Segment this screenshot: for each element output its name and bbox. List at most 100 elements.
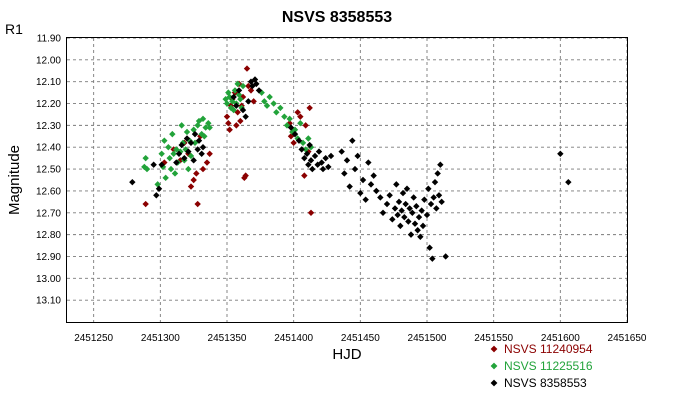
data-point <box>195 137 203 144</box>
data-point <box>201 133 208 140</box>
data-point <box>419 222 427 230</box>
data-point <box>327 152 335 160</box>
data-point <box>354 152 361 160</box>
data-point <box>185 148 192 155</box>
x-tick-label: 2451400 <box>274 333 313 344</box>
data-point <box>178 141 185 149</box>
data-point <box>155 185 163 192</box>
y-tick-labels: 11.90 12.00 12.10 12.20 12.30 12.40 12.50 12.60… <box>36 34 61 307</box>
data-point <box>319 165 327 173</box>
data-point <box>158 161 165 168</box>
data-point <box>150 161 157 168</box>
data-point <box>383 200 391 208</box>
y-tick-label: 12.40 <box>36 143 61 154</box>
data-point <box>357 189 364 197</box>
data-point <box>405 218 412 225</box>
data-point <box>199 115 207 123</box>
data-point <box>389 216 396 223</box>
data-point <box>343 157 351 164</box>
data-point <box>143 165 151 173</box>
data-point <box>199 144 207 151</box>
data-point <box>414 227 421 234</box>
data-point <box>557 150 564 157</box>
data-point <box>235 87 243 94</box>
data-point <box>183 135 191 142</box>
data-point <box>291 130 299 138</box>
data-point <box>418 207 425 214</box>
data-point <box>346 183 353 190</box>
data-point <box>407 231 415 238</box>
data-point <box>295 137 303 144</box>
data-point <box>435 192 443 199</box>
data-point <box>237 117 244 125</box>
data-point <box>235 91 243 98</box>
y-axis-label: Magnitude <box>6 145 23 215</box>
data-point <box>225 120 232 127</box>
data-point <box>181 154 188 162</box>
data-point <box>303 150 311 157</box>
data-point <box>403 185 411 192</box>
data-point <box>261 98 268 105</box>
data-point <box>233 102 240 109</box>
data-point <box>315 148 323 155</box>
data-point <box>294 135 301 142</box>
data-point <box>307 157 315 164</box>
data-point <box>169 130 176 138</box>
data-point <box>194 200 201 208</box>
data-point <box>307 209 315 216</box>
x-tick-label: 2451550 <box>474 333 513 344</box>
data-point <box>322 154 329 162</box>
data-point <box>173 159 180 166</box>
y-tick-label: 13.00 <box>36 274 61 285</box>
data-point <box>230 93 237 101</box>
data-point <box>242 172 249 179</box>
data-point <box>187 139 195 147</box>
data-point <box>190 157 197 164</box>
data-point <box>438 198 445 206</box>
data-point <box>161 137 168 144</box>
data-point <box>398 207 405 214</box>
data-point <box>377 194 384 201</box>
data-point <box>325 163 332 171</box>
data-point <box>305 135 312 142</box>
data-point <box>367 181 375 188</box>
data-point <box>410 194 417 201</box>
corner-label: R1 <box>5 21 23 37</box>
data-point <box>393 181 400 188</box>
data-point <box>401 213 408 221</box>
data-point <box>195 117 203 125</box>
legend: NSVS 11240954 NSVS 11225516 NSVS 8358553 <box>490 342 593 390</box>
data-point <box>227 104 235 112</box>
data-point <box>187 152 195 160</box>
data-point <box>402 200 409 208</box>
data-point <box>306 104 313 112</box>
data-point <box>413 203 420 210</box>
data-point <box>341 170 348 177</box>
data-point <box>183 128 191 136</box>
data-point <box>226 93 233 101</box>
data-point <box>309 165 316 173</box>
data-point <box>298 146 305 153</box>
data-point <box>223 100 231 107</box>
data-point <box>129 178 136 186</box>
data-point <box>203 159 211 166</box>
data-point <box>158 150 165 157</box>
data-point <box>359 176 367 184</box>
data-point <box>370 172 377 179</box>
data-point <box>565 178 572 186</box>
data-point <box>179 139 187 147</box>
data-point <box>442 253 449 260</box>
y-tick-label: 12.30 <box>36 121 61 132</box>
data-point <box>245 98 252 105</box>
data-point <box>379 209 387 216</box>
data-point <box>305 161 312 168</box>
data-point <box>239 93 247 101</box>
x-tick-label: 2451650 <box>608 333 647 344</box>
data-point <box>437 161 444 168</box>
y-tick-label: 12.10 <box>36 77 61 88</box>
data-point <box>426 244 433 251</box>
data-point <box>205 120 212 127</box>
data-point <box>255 87 263 94</box>
data-point <box>406 205 413 212</box>
data-point <box>433 205 440 212</box>
